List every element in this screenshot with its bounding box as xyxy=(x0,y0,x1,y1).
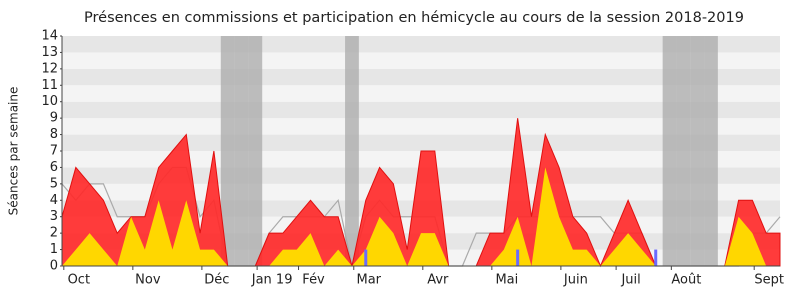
y-tick-label: 4 xyxy=(50,193,58,208)
x-tick-label: Juin xyxy=(563,273,588,288)
x-tick-label: Mar xyxy=(357,273,382,288)
vacation-band xyxy=(220,36,235,266)
x-tick-label: Août xyxy=(671,273,701,288)
vacation-band xyxy=(345,36,359,266)
y-tick-label: 1 xyxy=(50,242,58,257)
x-tick-label: Fév xyxy=(302,273,325,288)
y-tick-label: 13 xyxy=(41,45,58,60)
y-tick-label: 6 xyxy=(50,160,58,175)
y-tick-label: 14 xyxy=(41,29,58,44)
y-tick-label: 3 xyxy=(50,209,58,224)
x-tick-label: Juil xyxy=(620,273,640,288)
x-tick-label: Déc xyxy=(204,273,229,288)
y-tick-label: 2 xyxy=(50,226,58,241)
y-tick-label: 5 xyxy=(50,176,58,191)
y-tick-label: 8 xyxy=(50,127,58,142)
y-tick-label: 11 xyxy=(41,78,58,93)
vacation-band xyxy=(676,36,691,266)
vacation-band xyxy=(690,36,705,266)
x-tick-label: Jan 19 xyxy=(251,273,293,288)
vacation-band xyxy=(248,36,263,266)
y-tick-label: 0 xyxy=(50,259,58,274)
y-tick-label: 12 xyxy=(41,61,58,76)
y-tick-label: 10 xyxy=(41,94,58,109)
vacation-band xyxy=(234,36,249,266)
hemicycle-bar xyxy=(516,249,520,266)
x-tick-label: Oct xyxy=(68,273,90,288)
y-tick-label: 9 xyxy=(50,111,58,126)
hemicycle-bar xyxy=(654,249,658,266)
x-tick-label: Avr xyxy=(427,273,449,288)
x-tick-label: Sept xyxy=(754,273,784,288)
y-axis-label: Séances par semaine xyxy=(7,87,21,216)
commission-area xyxy=(62,167,780,266)
x-tick-label: Mai xyxy=(495,273,518,288)
chart-title: Présences en commissions et participatio… xyxy=(84,10,744,26)
y-tick-label: 7 xyxy=(50,144,58,159)
vacation-band xyxy=(704,36,718,266)
hemicycle-bar xyxy=(364,249,368,266)
vacation-band xyxy=(662,36,677,266)
x-tick-label: Nov xyxy=(135,273,161,288)
